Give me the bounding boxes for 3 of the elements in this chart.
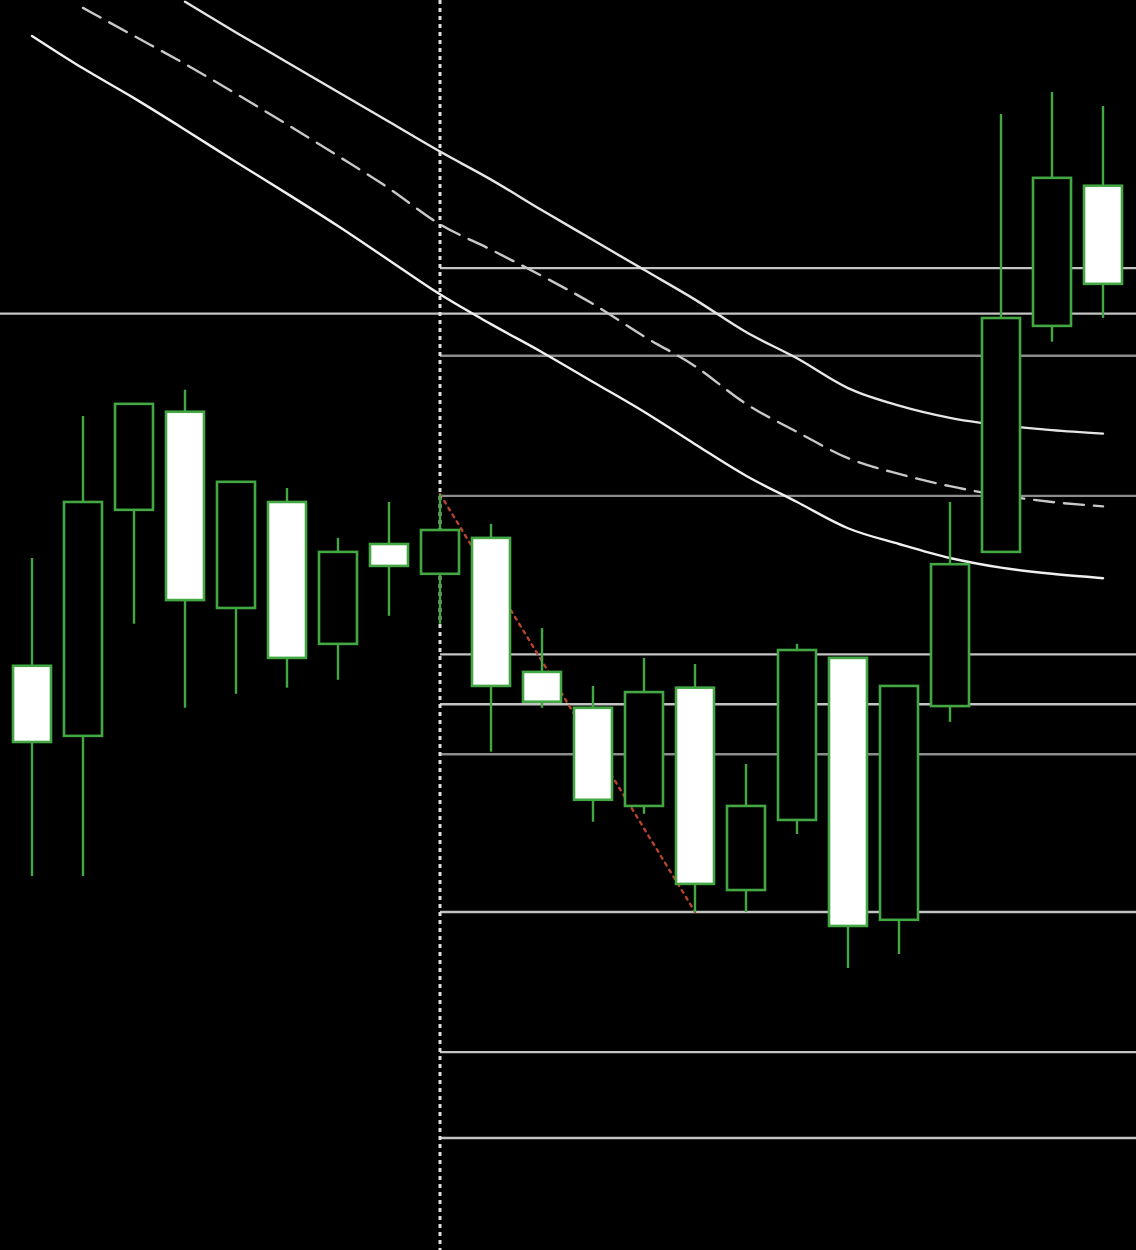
- candlestick: [419, 492, 461, 625]
- candlestick: [521, 626, 563, 710]
- candlestick: [368, 500, 410, 618]
